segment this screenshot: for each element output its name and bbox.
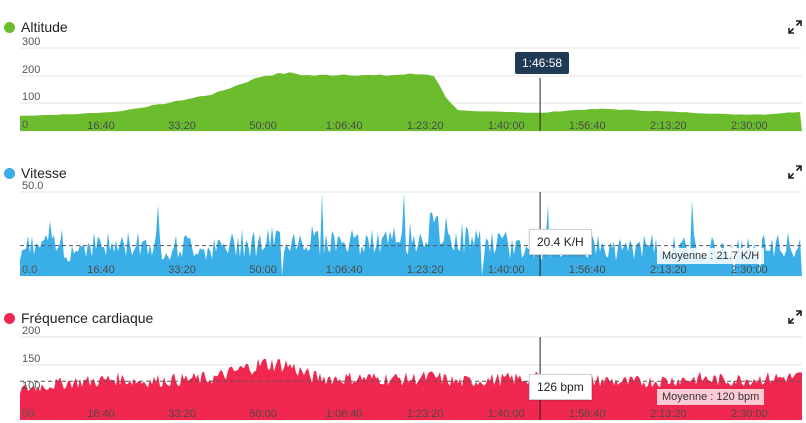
y-tick-label: 150 — [22, 353, 40, 365]
y-tick-label: 50 — [22, 408, 34, 420]
y-tick-label: 100 — [22, 380, 40, 392]
x-tick-label: 50:00 — [249, 264, 277, 276]
y-tick-label: 0 — [22, 119, 28, 131]
expand-icon[interactable] — [788, 20, 802, 34]
speed-series-area — [20, 192, 802, 276]
x-tick-label: 1:40:00 — [488, 408, 525, 420]
speed-legend-dot — [4, 167, 15, 179]
x-tick-label: 1:40:00 — [488, 120, 525, 132]
cursor-time-label: 1:46:58 — [515, 52, 570, 74]
x-tick-label: 1:06:40 — [326, 120, 363, 132]
heart-series-area — [20, 358, 802, 420]
heart-value-tag: 126 bpm — [529, 374, 592, 400]
speed-value-tag: 20.4 K/H — [529, 229, 592, 255]
x-tick-label: 1:23:20 — [407, 408, 444, 420]
y-tick-label: 100 — [22, 91, 40, 103]
y-tick-label: 200 — [22, 325, 40, 337]
expand-icon[interactable] — [788, 165, 802, 179]
x-tick-label: 1:56:40 — [569, 120, 606, 132]
x-tick-label: 16:40 — [87, 120, 115, 132]
x-tick-label: 50:00 — [249, 120, 277, 132]
altitude-title: Altitude — [4, 19, 68, 35]
speed-panel: Vitesse 50.0 0.0 16:40 33:20 50:00 1:06:40 1:2… — [0, 140, 806, 285]
altitude-panel: Altitude 300 200 100 0 16:40 33:20 50:00 1:06:4… — [0, 0, 806, 140]
speed-average-tag: Moyenne : 21.7 K/H — [657, 248, 765, 264]
heart-title: Fréquence cardiaque — [4, 310, 153, 326]
x-tick-label: 2:30:00 — [731, 120, 768, 132]
x-tick-label: 1:56:40 — [569, 408, 606, 420]
x-tick-label: 33:20 — [168, 264, 196, 276]
x-tick-label: 50:00 — [249, 408, 277, 420]
y-tick-label: 0.0 — [22, 264, 37, 276]
x-tick-label: 1:06:40 — [326, 408, 363, 420]
altitude-title-label: Altitude — [21, 19, 68, 35]
x-tick-label: 1:23:20 — [407, 264, 444, 276]
heart-legend-dot — [4, 312, 15, 324]
x-tick-label: 33:20 — [168, 408, 196, 420]
y-tick-label: 300 — [22, 36, 40, 48]
x-tick-label: 2:13:20 — [650, 264, 687, 276]
heart-title-label: Fréquence cardiaque — [21, 310, 154, 326]
x-tick-label: 2:30:00 — [731, 264, 768, 276]
altitude-chart[interactable]: 300 200 100 0 16:40 33:20 50:00 1:06:40 1:23:20 1… — [0, 0, 806, 140]
y-tick-label: 200 — [22, 64, 40, 76]
speed-title: Vitesse — [4, 165, 67, 181]
x-tick-label: 1:23:20 — [407, 120, 444, 132]
altitude-series-area — [20, 72, 802, 131]
expand-icon[interactable] — [788, 310, 802, 324]
speed-chart[interactable]: 50.0 0.0 16:40 33:20 50:00 1:06:40 1:23:20 1:40… — [0, 140, 806, 285]
x-tick-label: 1:06:40 — [326, 264, 363, 276]
x-tick-label: 2:13:20 — [650, 408, 687, 420]
heart-average-tag: Moyenne : 120 bpm — [657, 389, 765, 405]
altitude-legend-dot — [4, 21, 15, 33]
x-tick-label: 33:20 — [168, 120, 196, 132]
heart-panel: Fréquence cardiaque 200 150 100 50 16:40 33:2… — [0, 285, 806, 423]
speed-title-label: Vitesse — [21, 165, 67, 181]
x-tick-label: 16:40 — [87, 408, 115, 420]
x-tick-label: 2:13:20 — [650, 120, 687, 132]
x-tick-label: 16:40 — [87, 264, 115, 276]
x-tick-label: 1:40:00 — [488, 264, 525, 276]
y-tick-label: 50.0 — [22, 180, 43, 192]
x-tick-label: 1:56:40 — [569, 264, 606, 276]
x-tick-label: 2:30:00 — [731, 408, 768, 420]
